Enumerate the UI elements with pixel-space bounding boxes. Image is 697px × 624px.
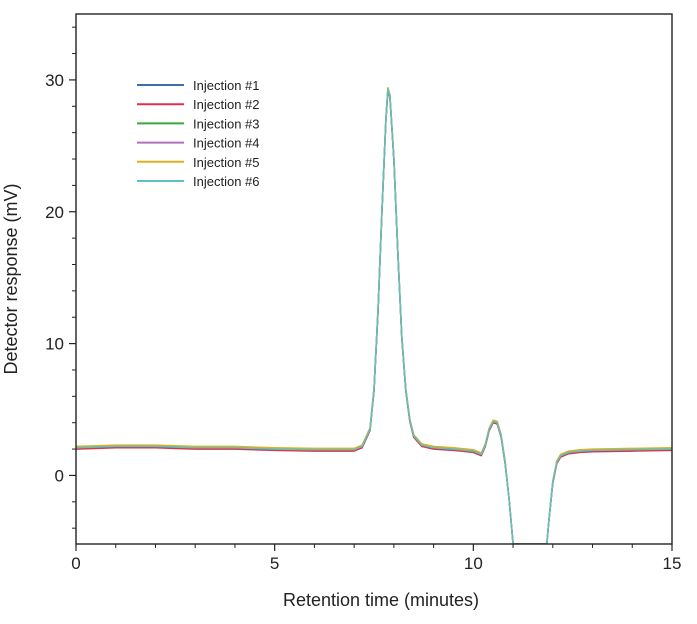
series-line-injection-5 bbox=[76, 87, 672, 544]
y-tick-label: 20 bbox=[45, 203, 64, 222]
series-line-injection-4 bbox=[76, 87, 672, 544]
legend-label-injection-6: Injection #6 bbox=[193, 174, 260, 189]
x-tick-label: 10 bbox=[464, 554, 483, 573]
x-axis-title: Retention time (minutes) bbox=[283, 590, 479, 610]
x-tick-label: 15 bbox=[663, 554, 682, 573]
plot-frame bbox=[75, 13, 673, 545]
tick-labels: 0 5 10 15 0 10 20 30 bbox=[45, 71, 681, 573]
legend-label-injection-4: Injection #4 bbox=[193, 136, 260, 151]
legend-label-injection-2: Injection #2 bbox=[193, 97, 260, 112]
y-tick-label: 0 bbox=[55, 466, 64, 485]
series-line-injection-1 bbox=[76, 89, 672, 544]
x-tick-label: 5 bbox=[270, 554, 279, 573]
axes-ticks bbox=[69, 26, 673, 551]
y-tick-label: 10 bbox=[45, 335, 64, 354]
legend-label-injection-3: Injection #3 bbox=[193, 116, 260, 131]
series-line-injection-3 bbox=[76, 88, 672, 544]
plot-lines bbox=[76, 87, 672, 544]
y-axis-title: Detector response (mV) bbox=[1, 183, 21, 374]
series-line-injection-2 bbox=[76, 89, 672, 544]
x-tick-label: 0 bbox=[71, 554, 80, 573]
y-tick-label: 30 bbox=[45, 71, 64, 90]
legend: Injection #1 Injection #2 Injection #3 Inje… bbox=[137, 78, 260, 189]
series-line-injection-6 bbox=[76, 88, 672, 544]
legend-label-injection-5: Injection #5 bbox=[193, 155, 260, 170]
legend-label-injection-1: Injection #1 bbox=[193, 78, 260, 93]
